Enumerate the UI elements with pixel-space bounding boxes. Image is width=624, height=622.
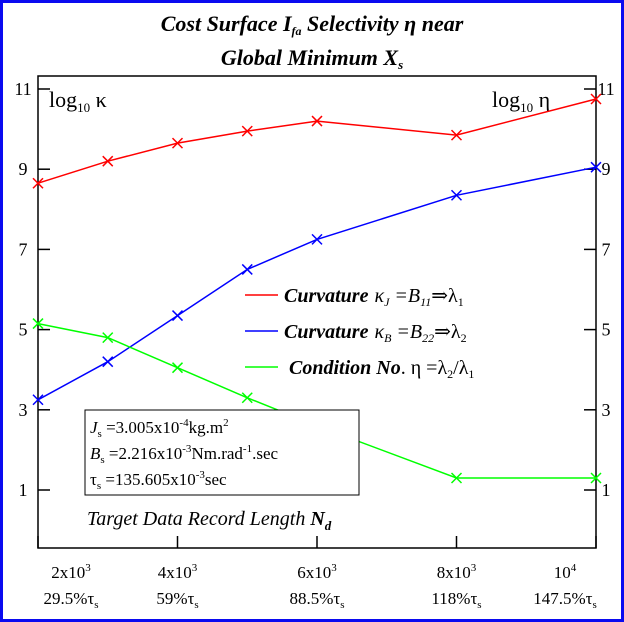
right-tick-label: 11 — [597, 79, 614, 99]
param-tau: τs =135.605x10-3sec — [90, 469, 227, 492]
right-tick-label: 7 — [602, 239, 611, 259]
data-point-kappa_B — [241, 263, 253, 275]
data-point-eta — [171, 362, 184, 374]
data-point-kappa_J — [32, 177, 44, 189]
legend: Curvature κJ =B11⇒λ1 Curvature κB =B22⇒λ2 … — [245, 285, 474, 381]
x-tick-percent-label: 147.5%τs — [533, 589, 597, 611]
left-tick-label: 1 — [19, 480, 28, 500]
data-point-eta — [450, 472, 463, 484]
left-tick-label: 11 — [14, 79, 31, 99]
data-point-kappa_B — [590, 161, 602, 173]
param-js: Js =3.005x10-4kg.m2 — [90, 417, 229, 440]
data-point-kappa_J — [450, 129, 463, 141]
right-tick-label: 9 — [602, 159, 611, 179]
data-point-kappa_B — [171, 310, 184, 322]
right-tick-label: 3 — [602, 400, 611, 420]
x-tick-percent-label: 88.5%τs — [289, 589, 344, 611]
x-tick-label: 4x103 — [158, 562, 198, 582]
legend-entry-kappa-j: Curvature κJ =B11⇒λ1 — [284, 285, 464, 309]
left-tick-label: 9 — [19, 159, 28, 179]
right-axis-label: log10 η — [492, 87, 550, 115]
data-point-eta — [241, 392, 253, 404]
data-point-kappa_J — [102, 155, 114, 167]
x-tick-percent-label: 118%τs — [431, 589, 481, 611]
chart-title-line1: Cost Surface Ifa Selectivity η near — [161, 11, 464, 38]
data-point-kappa_J — [171, 137, 184, 149]
left-tick-label: 3 — [19, 400, 28, 420]
data-point-eta — [32, 318, 44, 330]
axis-ticks: 11 119 97 75 53 31 1 — [14, 79, 615, 548]
chart-title-line2: Global Minimum Xs — [221, 45, 403, 72]
param-bs: Bs =2.216x10-3Nm.rad-1.sec — [90, 443, 278, 466]
left-tick-label: 7 — [19, 239, 28, 259]
x-tick-labels: 2x103 29.5%τs 4x103 59%τs 6x103 88.5%τs 8x103 1… — [43, 562, 596, 611]
x-tick-label: 8x103 — [437, 562, 477, 582]
x-tick-percent-label: 29.5%τs — [43, 589, 98, 611]
x-tick-label: 6x103 — [297, 562, 337, 582]
data-point-kappa_J — [311, 115, 323, 127]
data-point-kappa_B — [102, 356, 114, 368]
chart: Cost Surface Ifa Selectivity η near Glob… — [14, 11, 615, 611]
data-point-kappa_B — [311, 233, 323, 245]
x-axis-label: Target Data Record Length Nd — [87, 508, 332, 533]
series-group — [32, 93, 602, 484]
data-point-kappa_J — [241, 125, 253, 137]
parameter-box — [84, 409, 360, 496]
left-tick-label: 5 — [19, 320, 28, 340]
x-tick-label: 2x103 — [51, 562, 91, 582]
chart-frame: Cost Surface Ifa Selectivity η near Glob… — [3, 3, 621, 619]
data-point-kappa_J — [590, 93, 602, 105]
data-point-kappa_B — [32, 394, 44, 406]
data-point-eta — [102, 332, 114, 344]
data-point-kappa_B — [450, 189, 463, 201]
data-point-eta — [590, 472, 602, 484]
x-tick-percent-label: 59%τs — [156, 589, 198, 611]
left-axis-label: log10 κ — [49, 87, 107, 115]
x-tick-label: 104 — [554, 562, 577, 582]
right-tick-label: 5 — [602, 320, 611, 340]
legend-entry-eta: Condition No. η =λ2/λ1 — [289, 357, 474, 381]
legend-entry-kappa-b: Curvature κB =B22⇒λ2 — [284, 321, 467, 345]
right-tick-label: 1 — [602, 480, 611, 500]
